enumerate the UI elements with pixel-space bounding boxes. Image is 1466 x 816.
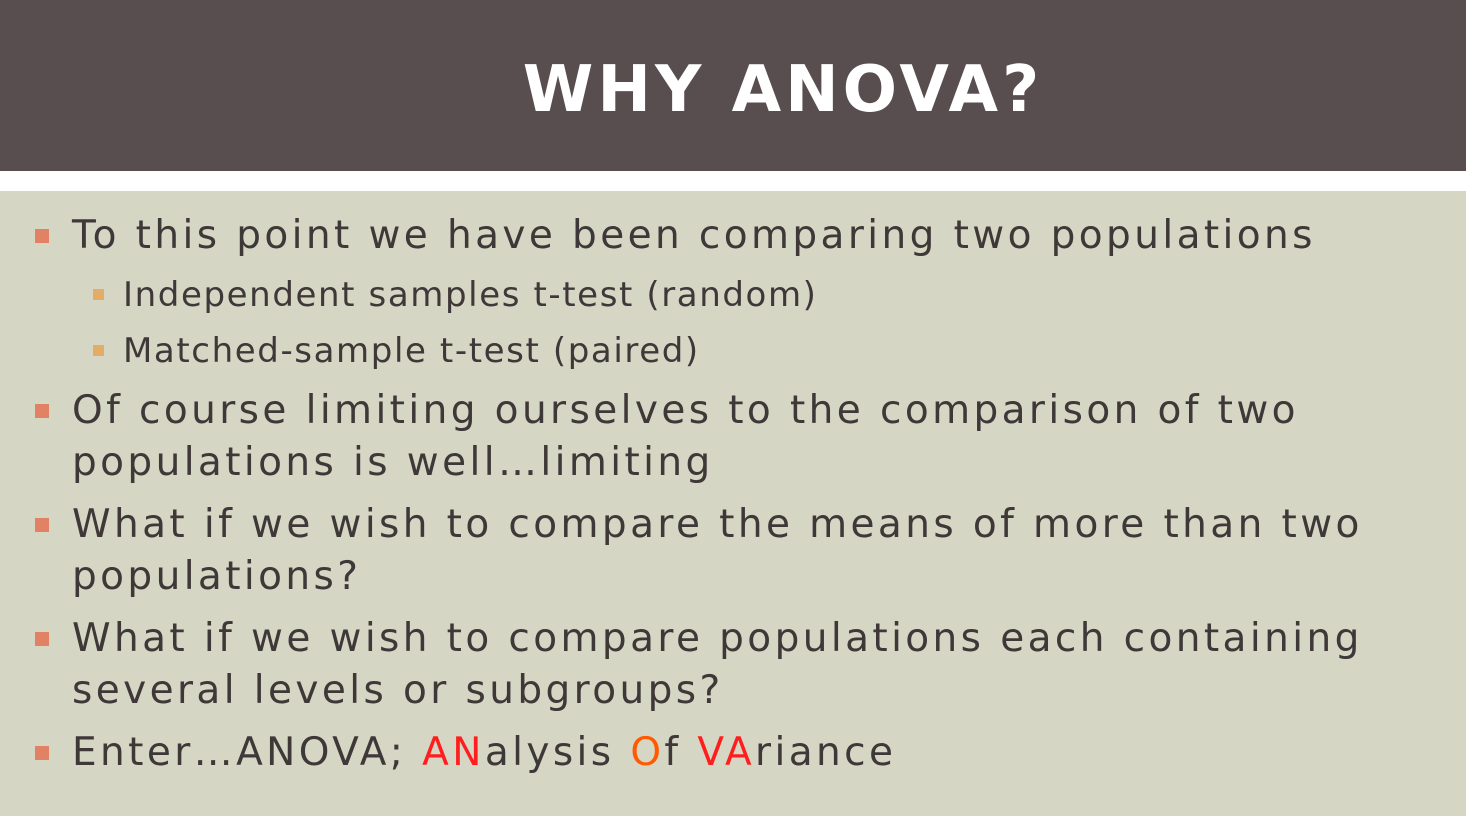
bullet-text: To this point we have been comparing two… (72, 213, 1316, 258)
anova-prefix: Enter…ANOVA; (72, 730, 423, 775)
highlight-an: AN (422, 730, 485, 775)
word-f: f (664, 730, 698, 775)
highlight-o: O (630, 730, 665, 775)
title-divider (0, 171, 1466, 191)
bullet-marker (35, 518, 49, 532)
slide-title: WHY ANOVA? (522, 53, 1044, 127)
anova-definition: Enter…ANOVA; ANalysis Of VAriance (72, 727, 896, 779)
bullet-text: What if we wish to compare populations e… (72, 616, 1363, 661)
bullet-text-continuation: several levels or subgroups? (72, 668, 724, 713)
bullet-text-continuation: populations is well…limiting (72, 440, 714, 485)
sub-bullet-marker (93, 289, 104, 300)
sub-bullet-marker (93, 345, 104, 356)
word-riance: riance (755, 730, 897, 775)
bullet-marker (35, 632, 49, 646)
bullet-text: Of course limiting ourselves to the comp… (72, 388, 1299, 433)
bullet-marker (35, 404, 49, 418)
title-bar: WHY ANOVA? (0, 0, 1466, 171)
bullet-marker (35, 746, 49, 760)
word-alysis: alysis (484, 730, 631, 775)
highlight-va: VA (697, 730, 756, 775)
bullet-marker (35, 229, 49, 243)
bullet-text: What if we wish to compare the means of … (72, 502, 1363, 547)
sub-bullet-text: Matched-sample t-test (paired) (123, 331, 700, 371)
bullet-text-continuation: populations? (72, 554, 362, 599)
slide-content (0, 191, 1466, 816)
sub-bullet-text: Independent samples t-test (random) (123, 275, 818, 315)
